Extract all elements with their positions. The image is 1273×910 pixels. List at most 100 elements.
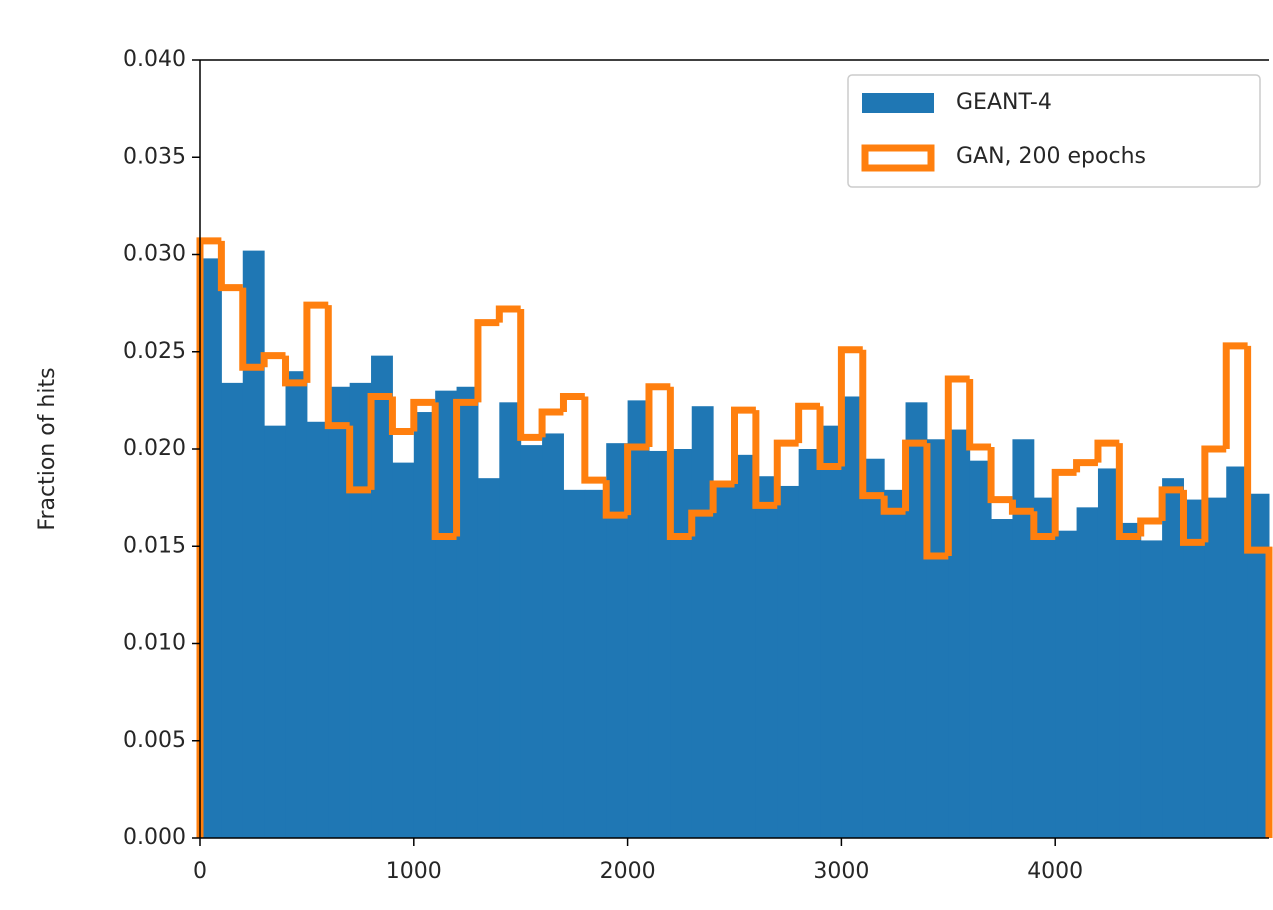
step-segment bbox=[731, 406, 756, 485]
bar bbox=[627, 400, 650, 838]
bar bbox=[969, 460, 992, 838]
bar bbox=[606, 443, 629, 838]
bar bbox=[1162, 478, 1184, 838]
x-tick-label: 2000 bbox=[600, 859, 656, 884]
bar bbox=[820, 425, 842, 838]
step-segment bbox=[1137, 517, 1163, 537]
bar bbox=[1055, 530, 1078, 838]
bar bbox=[648, 450, 671, 838]
step-segment bbox=[282, 355, 307, 387]
step-segment bbox=[944, 375, 970, 556]
step-segment bbox=[666, 386, 692, 541]
step-segment bbox=[624, 443, 649, 516]
bar bbox=[670, 449, 693, 838]
step-segment bbox=[966, 378, 992, 451]
step-segment bbox=[1222, 342, 1248, 449]
bar bbox=[499, 402, 522, 838]
bar bbox=[435, 390, 458, 838]
bar bbox=[798, 449, 821, 838]
bar bbox=[841, 396, 864, 838]
bar bbox=[1183, 499, 1206, 838]
step-segment bbox=[217, 240, 243, 292]
step-segment bbox=[1244, 345, 1273, 838]
bar bbox=[456, 386, 479, 838]
bar bbox=[884, 489, 907, 838]
legend-swatch bbox=[862, 93, 934, 113]
bar bbox=[520, 445, 543, 838]
bar bbox=[563, 489, 586, 838]
step-segment bbox=[880, 495, 906, 515]
bar bbox=[926, 439, 949, 838]
bar bbox=[777, 485, 800, 838]
bar bbox=[1204, 497, 1227, 838]
legend-frame bbox=[847, 74, 1261, 188]
y-tick-label: 0.030 bbox=[123, 242, 186, 267]
step-segment bbox=[303, 301, 329, 383]
step-segment bbox=[367, 392, 393, 490]
step-segment bbox=[346, 425, 372, 494]
bar bbox=[1140, 540, 1163, 838]
step-segment bbox=[517, 308, 543, 441]
step-segment bbox=[1179, 489, 1205, 546]
step-segment bbox=[709, 480, 735, 514]
bar bbox=[371, 355, 393, 838]
bar bbox=[542, 433, 564, 838]
legend-label: GEANT-4 bbox=[956, 90, 1052, 115]
bar bbox=[862, 458, 885, 838]
bar bbox=[285, 371, 308, 838]
y-tick-label: 0.040 bbox=[123, 47, 186, 72]
step-segment bbox=[645, 383, 671, 448]
bar bbox=[1097, 468, 1120, 838]
bar bbox=[477, 478, 500, 838]
bar bbox=[1226, 466, 1249, 838]
bar bbox=[691, 406, 714, 838]
step-segment bbox=[474, 319, 500, 403]
step-segment bbox=[1030, 511, 1056, 541]
step-segment bbox=[410, 398, 436, 432]
bar bbox=[242, 250, 265, 839]
bar bbox=[306, 421, 329, 838]
step-segment bbox=[538, 408, 564, 438]
bar bbox=[413, 412, 436, 838]
bar bbox=[1247, 493, 1270, 838]
step-segment bbox=[923, 443, 949, 560]
step-segment bbox=[559, 392, 585, 413]
bar bbox=[1119, 522, 1142, 838]
step-segment bbox=[1115, 443, 1141, 541]
legend-label: GAN, 200 epochs bbox=[956, 144, 1146, 169]
bar bbox=[584, 489, 607, 838]
step-segment bbox=[902, 439, 927, 512]
step-segment bbox=[1008, 499, 1034, 515]
legend-swatch bbox=[861, 144, 935, 172]
bar bbox=[1076, 507, 1099, 838]
bar bbox=[734, 454, 757, 838]
step-segment bbox=[602, 480, 628, 519]
x-tick-label: 0 bbox=[193, 859, 207, 884]
x-tick-label: 4000 bbox=[1027, 859, 1083, 884]
step-segment bbox=[1158, 486, 1184, 521]
bar bbox=[755, 476, 778, 838]
bar bbox=[713, 484, 735, 838]
step-segment bbox=[388, 396, 414, 435]
bar bbox=[221, 382, 244, 838]
bar bbox=[392, 462, 415, 838]
legend: GEANT-4 GAN, 200 epochs bbox=[847, 74, 1261, 188]
bar bbox=[349, 382, 372, 838]
step-segment bbox=[431, 402, 457, 541]
y-tick-label: 0.010 bbox=[123, 631, 186, 656]
y-tick-label: 0.020 bbox=[123, 436, 186, 461]
bar bbox=[200, 258, 222, 838]
bar bbox=[328, 386, 351, 838]
step-segment bbox=[324, 305, 350, 430]
bar bbox=[264, 425, 287, 838]
y-tick-label: 0.035 bbox=[123, 144, 186, 169]
bar bbox=[1033, 497, 1056, 838]
bar bbox=[948, 429, 971, 838]
bar bbox=[905, 402, 928, 838]
y-axis-label: Fraction of hits bbox=[35, 367, 60, 530]
step-segment bbox=[495, 305, 521, 323]
step-segment bbox=[773, 439, 799, 506]
step-segment bbox=[260, 352, 286, 368]
step-segment bbox=[1201, 445, 1227, 543]
